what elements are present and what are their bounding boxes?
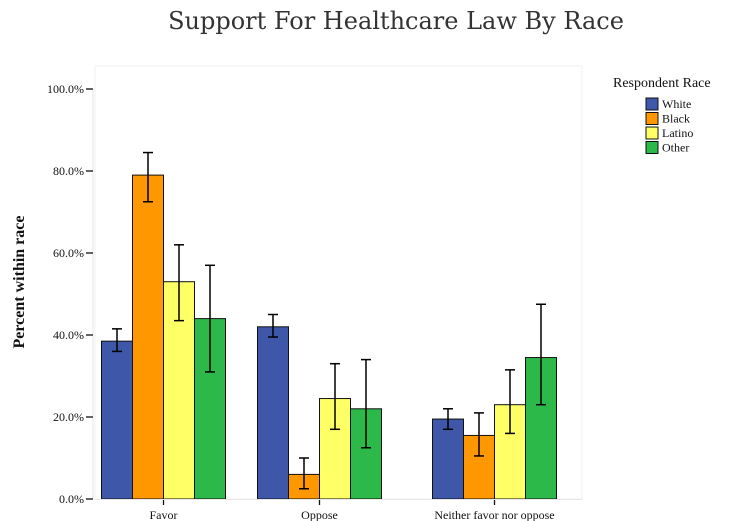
- x-tick-label: Neither favor nor oppose: [434, 508, 554, 521]
- error-bar-latino-3: [505, 369, 515, 435]
- error-bar-other-2: [361, 358, 371, 449]
- bar-white-3: [432, 418, 464, 500]
- legend-title: Respondent Race: [613, 76, 711, 91]
- y-tick-label: 40.0%: [53, 328, 84, 342]
- legend-swatch: [645, 97, 659, 111]
- chart-title: Support For Healthcare Law By Race: [168, 7, 624, 35]
- error-bar-white-2: [268, 313, 278, 338]
- legend-swatch: [645, 126, 659, 140]
- error-bar-white-1: [112, 328, 122, 353]
- legend-item-black: Black: [645, 112, 690, 126]
- bar-black-1: [132, 174, 164, 500]
- legend-item-white: White: [645, 97, 691, 111]
- legend-label: Black: [662, 112, 690, 126]
- y-tick-label: 20.0%: [53, 410, 84, 424]
- legend-swatch: [645, 112, 659, 125]
- error-bar-other-1: [205, 264, 215, 373]
- y-tick-label: 100.0%: [47, 82, 84, 96]
- legend-label: Latino: [662, 126, 693, 140]
- x-axis: Favor Oppose Neither favor nor oppose: [95, 499, 582, 521]
- error-bar-black-1: [143, 151, 153, 203]
- y-axis: 0.0% 20.0% 40.0% 60.0% 80.0% 100.0%: [47, 82, 94, 506]
- error-bar-latino-2: [330, 362, 340, 431]
- y-tick-label: 80.0%: [53, 164, 84, 178]
- legend-label: White: [662, 97, 691, 111]
- legend-label: Other: [662, 141, 689, 155]
- bar-white-2: [257, 326, 289, 500]
- x-tick-label: Oppose: [301, 508, 338, 521]
- legend-swatch: [645, 141, 659, 154]
- legend-item-other: Other: [645, 141, 689, 155]
- y-tick-label: 0.0%: [59, 492, 84, 506]
- error-bar-latino-1: [174, 244, 184, 322]
- bar-white-1: [101, 340, 133, 500]
- y-axis-label: Percent within race: [11, 216, 28, 349]
- legend-item-latino: Latino: [645, 126, 693, 140]
- error-bar-black-3: [474, 412, 484, 457]
- error-bar-other-3: [536, 303, 546, 406]
- error-bar-black-2: [299, 457, 309, 490]
- x-tick-label: Favor: [150, 508, 178, 521]
- bars-group: [101, 174, 557, 500]
- error-bar-white-3: [443, 408, 453, 431]
- y-tick-label: 60.0%: [53, 246, 84, 260]
- error-bars-group: [112, 151, 546, 490]
